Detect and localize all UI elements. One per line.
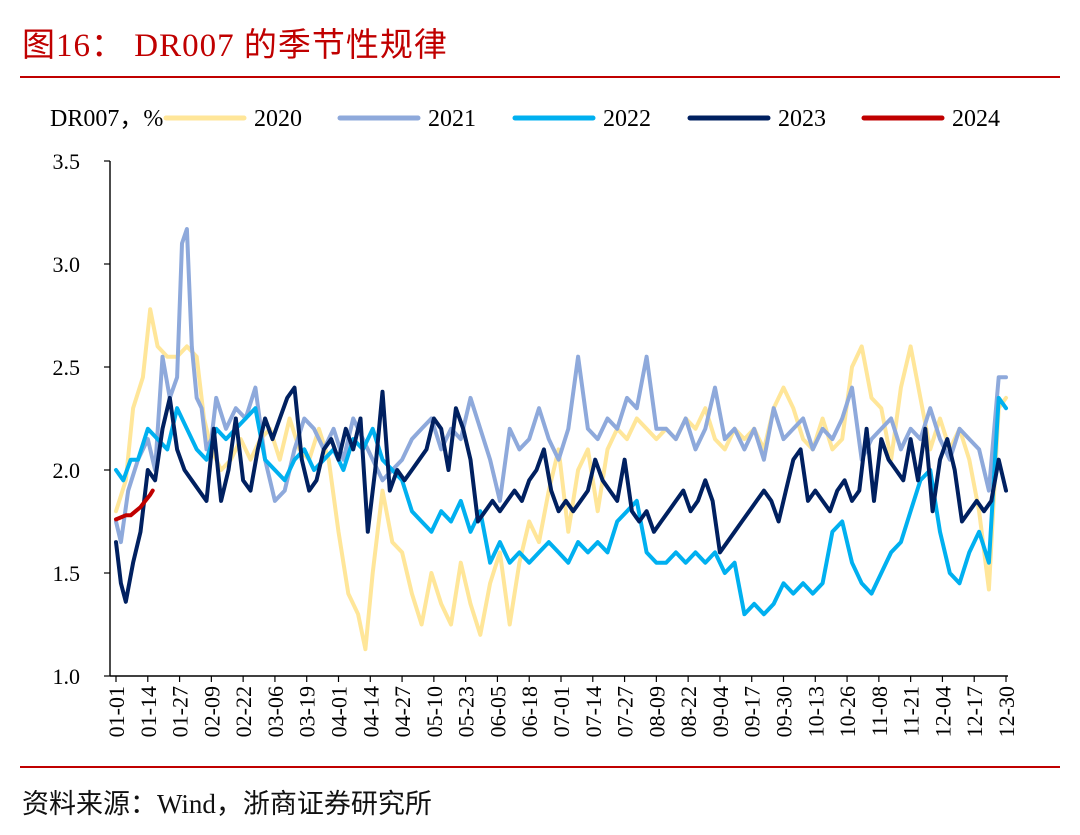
bottom-rule [20,766,1060,768]
x-tick-label: 11-08 [867,686,892,737]
x-tick-label: 01-14 [136,686,161,737]
x-tick-label: 05-10 [422,686,447,737]
series-lines [114,227,1008,652]
x-tick-label: 09-04 [708,686,733,737]
y-tick-label: 2.5 [53,355,81,380]
x-tick-label: 04-01 [327,686,352,737]
legend-label-2020: 2020 [254,106,302,132]
x-tick-label: 04-14 [358,686,383,737]
x-tick-label: 02-22 [231,686,256,737]
x-tick-label: 06-18 [517,686,542,737]
x-tick-label: 08-22 [676,686,701,737]
x-tick-label: 04-27 [390,686,415,737]
x-tick-label: 02-09 [199,686,224,737]
legend-label-2022: 2022 [603,106,651,132]
x-tick-label: 05-23 [454,686,479,737]
x-tick-label: 06-05 [485,686,510,737]
legend-label-2024: 2024 [952,106,1000,132]
x-tick-label: 12-17 [962,686,987,737]
legend-label-2021: 2021 [428,106,476,132]
x-tick-label: 07-01 [549,686,574,737]
x-tick-label: 08-09 [644,686,669,737]
x-tick-label: 07-27 [613,686,638,737]
x-tick-label: 12-04 [930,686,955,737]
x-tick-label: 12-30 [994,686,1019,737]
x-tick-label: 09-30 [772,686,797,737]
source-note: 资料来源：Wind，浙商证券研究所 [22,789,432,819]
legend: DR007，% 2020 2021 2022 2023 2024 [50,106,1000,132]
series-line-2022 [114,395,1008,617]
axes: 1.0 1.5 2.0 2.5 3.0 3.5 01-01 01-14 01-27 02-09 02… [53,149,1020,737]
y-axis-label: DR007，% [50,106,163,132]
x-tick-label: 03-06 [263,686,288,737]
x-tick-label: 09-17 [740,686,765,737]
series-line-2021 [114,227,1008,545]
series-line-2023 [114,385,1008,604]
x-tick-label: 03-19 [295,686,320,737]
top-rule [20,76,1060,78]
x-tick-label: 07-14 [581,686,606,737]
series-line-2024 [114,488,155,522]
y-tick-label: 3.5 [53,149,81,174]
y-tick-label: 2.0 [53,458,81,483]
x-tick-label: 11-21 [899,686,924,737]
series-line-2020 [114,307,1008,652]
x-tick-label: 01-27 [168,686,193,737]
figure-title: 图16： DR007 的季节性规律 [22,28,448,64]
y-tick-label: 1.0 [53,664,81,689]
x-tick-label: 10-13 [803,686,828,737]
legend-label-2023: 2023 [778,106,826,132]
y-tick-label: 1.5 [53,561,81,586]
chart-svg: DR007，% 2020 2021 2022 2023 2024 1.0 1.5 2.0 2.5… [50,106,1020,737]
x-tick-label: 01-01 [104,686,129,737]
y-tick-label: 3.0 [53,252,81,277]
x-tick-label: 10-26 [835,686,860,737]
